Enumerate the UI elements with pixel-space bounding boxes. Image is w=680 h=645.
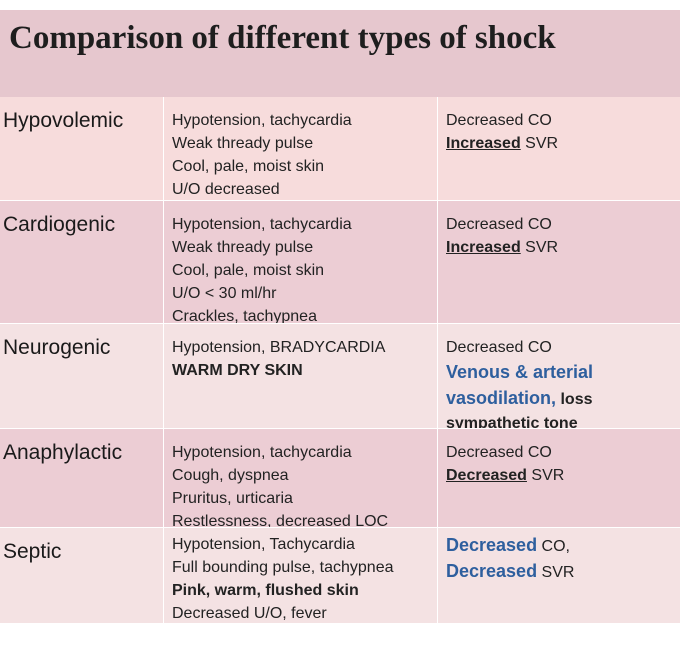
text: loss	[556, 391, 593, 408]
text: WARM DRY SKIN	[172, 362, 303, 379]
signs: Hypotension, BRADYCARDIA WARM DRY SKIN	[172, 336, 385, 382]
text: SVR	[520, 239, 559, 256]
shock-type: Anaphylactic	[3, 441, 123, 464]
text: SVR	[520, 135, 559, 152]
text: U/O decreased	[172, 181, 280, 198]
text: Full bounding pulse, tachypnea	[172, 559, 394, 576]
text: Weak thready pulse	[172, 135, 314, 152]
table-row: Neurogenic Hypotension, BRADYCARDIA WARM…	[0, 323, 680, 432]
text: Hypotension, tachycardia	[172, 112, 352, 129]
hemodynamics: Decreased CO Increased SVR	[446, 213, 558, 259]
text: sympathetic tone	[446, 415, 578, 432]
text: Hypotension, Tachycardia	[172, 536, 355, 553]
text: Decreased CO	[446, 216, 552, 233]
text: Decreased	[446, 561, 538, 581]
text: Venous & arterial	[446, 362, 594, 382]
text: CO,	[537, 538, 570, 555]
title: Comparison of different types of shock	[9, 20, 556, 56]
signs: Hypotension, Tachycardia Full bounding p…	[172, 533, 394, 625]
text: Hypotension, BRADYCARDIA	[172, 339, 386, 356]
text: Pruritus, urticaria	[172, 490, 293, 507]
text: U/O < 30 ml/hr	[172, 285, 277, 302]
signs: Hypotension, tachycardia Weak thready pu…	[172, 109, 352, 201]
table-row: Cardiogenic Hypotension, tachycardia Wea…	[0, 200, 680, 325]
text: SVR	[537, 564, 575, 581]
text: Cool, pale, moist skin	[172, 158, 325, 175]
text: SVR	[526, 467, 565, 484]
text: vasodilation,	[446, 388, 557, 408]
text: Increased	[446, 135, 521, 152]
text: Hypotension, tachycardia	[172, 216, 352, 233]
shock-type: Neurogenic	[3, 336, 111, 359]
signs: Hypotension, tachycardia Weak thready pu…	[172, 213, 352, 328]
hemodynamics: Decreased CO Venous & arterial vasodilat…	[446, 336, 593, 436]
table-row: Septic Hypotension, Tachycardia Full bou…	[0, 527, 680, 623]
table-row: Hypovolemic Hypotension, tachycardia Wea…	[0, 97, 680, 200]
text: Decreased	[446, 535, 538, 555]
hemodynamics: Decreased CO Decreased SVR	[446, 441, 564, 487]
text: Hypotension, tachycardia	[172, 444, 352, 461]
shock-type: Septic	[3, 540, 62, 563]
text: Cough, dyspnea	[172, 467, 289, 484]
table-row: Anaphylactic Hypotension, tachycardia Co…	[0, 428, 680, 530]
text: Decreased CO	[446, 339, 552, 356]
text: Weak thready pulse	[172, 239, 314, 256]
text: Decreased CO	[446, 444, 552, 461]
text: Crackles, tachypnea	[172, 308, 317, 325]
header: Comparison of different types of shock	[0, 10, 680, 97]
text: Decreased U/O, fever	[172, 605, 327, 622]
hemodynamics: Decreased CO Increased SVR	[446, 109, 558, 155]
text: Cool, pale, moist skin	[172, 262, 325, 279]
hemodynamics: Decreased CO, Decreased SVR	[446, 533, 574, 585]
shock-type: Hypovolemic	[3, 109, 124, 132]
shock-type: Cardiogenic	[3, 213, 116, 236]
text: Increased	[446, 239, 521, 256]
text: Decreased	[446, 467, 527, 484]
signs: Hypotension, tachycardia Cough, dyspnea …	[172, 441, 388, 533]
text: Decreased CO	[446, 112, 552, 129]
text: Restlessness, decreased LOC	[172, 513, 389, 530]
text: Pink, warm, flushed skin	[172, 582, 359, 599]
